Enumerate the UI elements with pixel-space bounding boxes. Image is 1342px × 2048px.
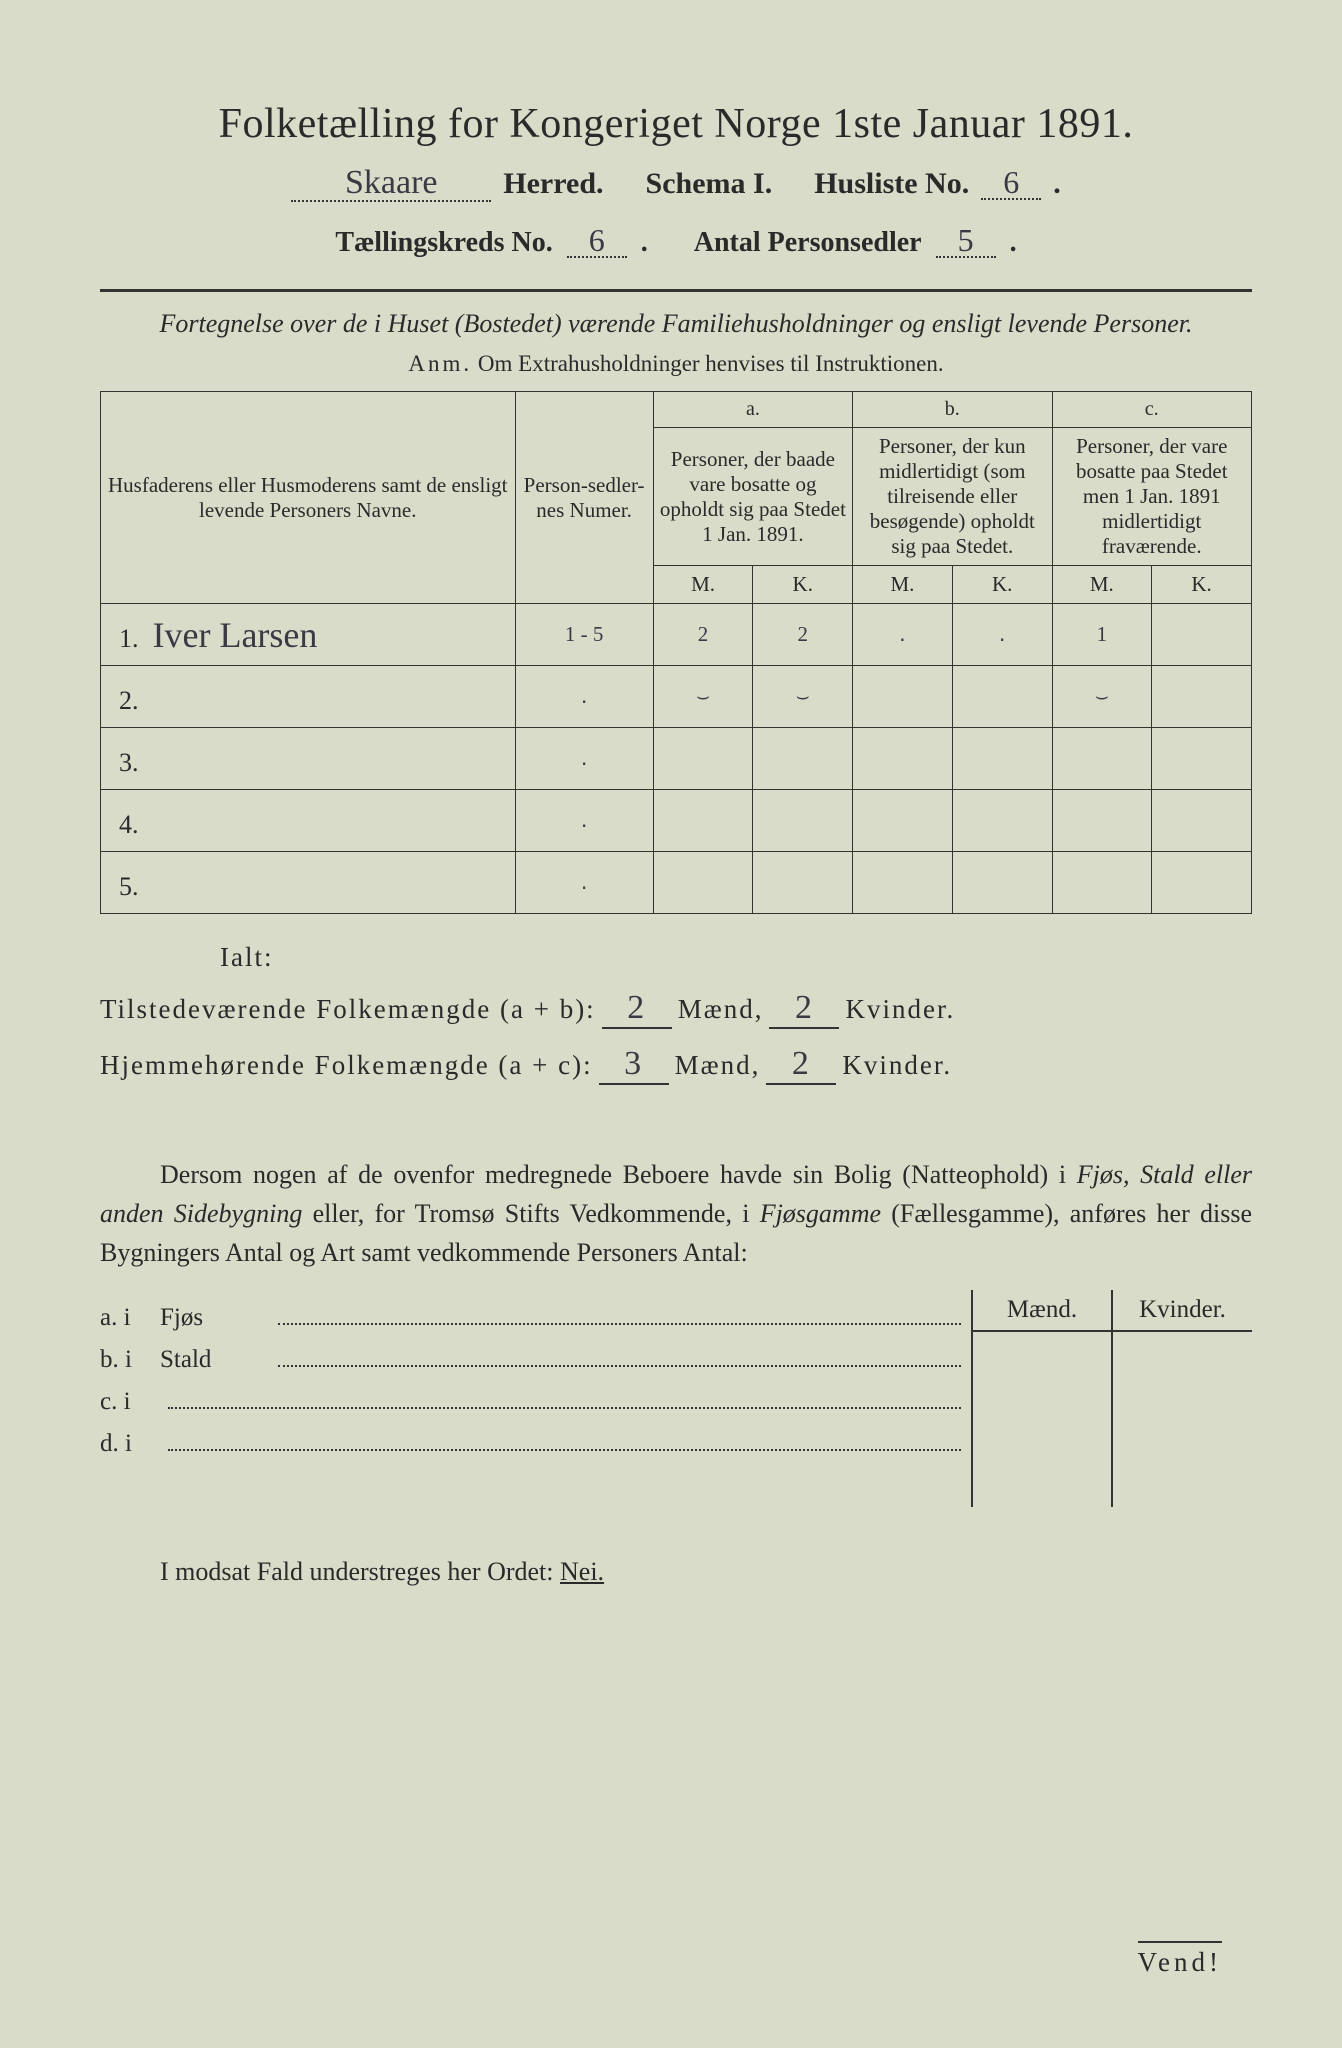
table-row: 1.Iver Larsen 1 - 5 2 2 ․ ․ 1 <box>101 604 1252 666</box>
total-present: Tilstedeværende Folkemængde (a + b): 2 M… <box>100 989 1252 1029</box>
household-table: Husfaderens eller Husmoderens samt de en… <box>100 391 1252 914</box>
col-a-label: a. <box>653 392 852 428</box>
anm-label: Anm. <box>408 351 472 376</box>
col-b-label: b. <box>853 392 1052 428</box>
resident-men-field: 3 <box>599 1045 669 1085</box>
kreds-field: 6 <box>567 224 627 258</box>
present-men-field: 2 <box>602 989 672 1029</box>
intro-text: Fortegnelse over de i Huset (Bostedet) v… <box>140 306 1212 341</box>
divider <box>100 289 1252 292</box>
list-item: c. i <box>100 1384 961 1416</box>
nej-word: Nei. <box>560 1557 604 1586</box>
outbuilding-list: a. iFjøs b. iStald c. i d. i <box>100 1290 961 1507</box>
a-k: K. <box>753 566 853 604</box>
anm-line: Anm. Om Extrahusholdninger henvises til … <box>100 351 1252 377</box>
table-row: 4. ․ <box>101 790 1252 852</box>
vend-label: Vend! <box>1138 1941 1222 1978</box>
c-k: K. <box>1152 566 1252 604</box>
a-m: M. <box>653 566 753 604</box>
schema-label: Schema I. <box>646 167 773 201</box>
table-row: 5. ․ <box>101 852 1252 914</box>
small-maend-header: Mænd. <box>972 1290 1112 1331</box>
header-row-1: Skaare Herred. Schema I. Husliste No. 6 … <box>100 166 1252 202</box>
table-row: 3. ․ <box>101 728 1252 790</box>
list-item: d. i <box>100 1426 961 1458</box>
present-women-field: 2 <box>769 989 839 1029</box>
ialt-label: Ialt: <box>220 942 1252 973</box>
resident-women-field: 2 <box>766 1045 836 1085</box>
herred-label: Herred. <box>503 167 603 201</box>
herred-field: Skaare <box>291 166 491 202</box>
small-kvinder-header: Kvinder. <box>1112 1290 1252 1331</box>
outbuilding-section: a. iFjøs b. iStald c. i d. i Mænd. Kvind… <box>100 1290 1252 1507</box>
antal-label: Antal Personsedler <box>694 227 922 259</box>
table-row: 2. ․ ⌣ ⌣ ⌣ <box>101 666 1252 728</box>
header-row-2: Tællingskreds No. 6 . Antal Personsedler… <box>100 224 1252 259</box>
total-resident: Hjemmehørende Folkemængde (a + c): 3 Mæn… <box>100 1045 1252 1085</box>
col-c-label: c. <box>1052 392 1252 428</box>
outbuilding-paragraph: Dersom nogen af de ovenfor medregnede Be… <box>100 1155 1252 1272</box>
modsat-line: I modsat Fald understreges her Ordet: Ne… <box>100 1557 1252 1587</box>
b-k: K. <box>952 566 1052 604</box>
list-item: b. iStald <box>100 1342 961 1374</box>
husliste-label: Husliste No. <box>814 167 969 201</box>
kreds-label: Tællingskreds No. <box>335 227 552 259</box>
anm-text: Om Extrahusholdninger henvises til Instr… <box>478 351 944 376</box>
b-m: M. <box>853 566 953 604</box>
census-form-page: Folketælling for Kongeriget Norge 1ste J… <box>0 0 1342 2048</box>
col-num-header: Person-sedler-nes Numer. <box>515 392 653 604</box>
outbuilding-table: Mænd. Kvinder. <box>971 1290 1252 1507</box>
col-name-header: Husfaderens eller Husmoderens samt de en… <box>101 392 516 604</box>
col-c-text: Personer, der vare bosatte paa Stedet me… <box>1052 428 1252 566</box>
col-b-text: Personer, der kun midlertidigt (som tilr… <box>853 428 1052 566</box>
husliste-field: 6 <box>981 166 1041 200</box>
c-m: M. <box>1052 566 1152 604</box>
list-item: a. iFjøs <box>100 1300 961 1332</box>
col-a-text: Personer, der baade vare bosatte og opho… <box>653 428 852 566</box>
page-title: Folketælling for Kongeriget Norge 1ste J… <box>100 100 1252 148</box>
antal-field: 5 <box>936 224 996 258</box>
